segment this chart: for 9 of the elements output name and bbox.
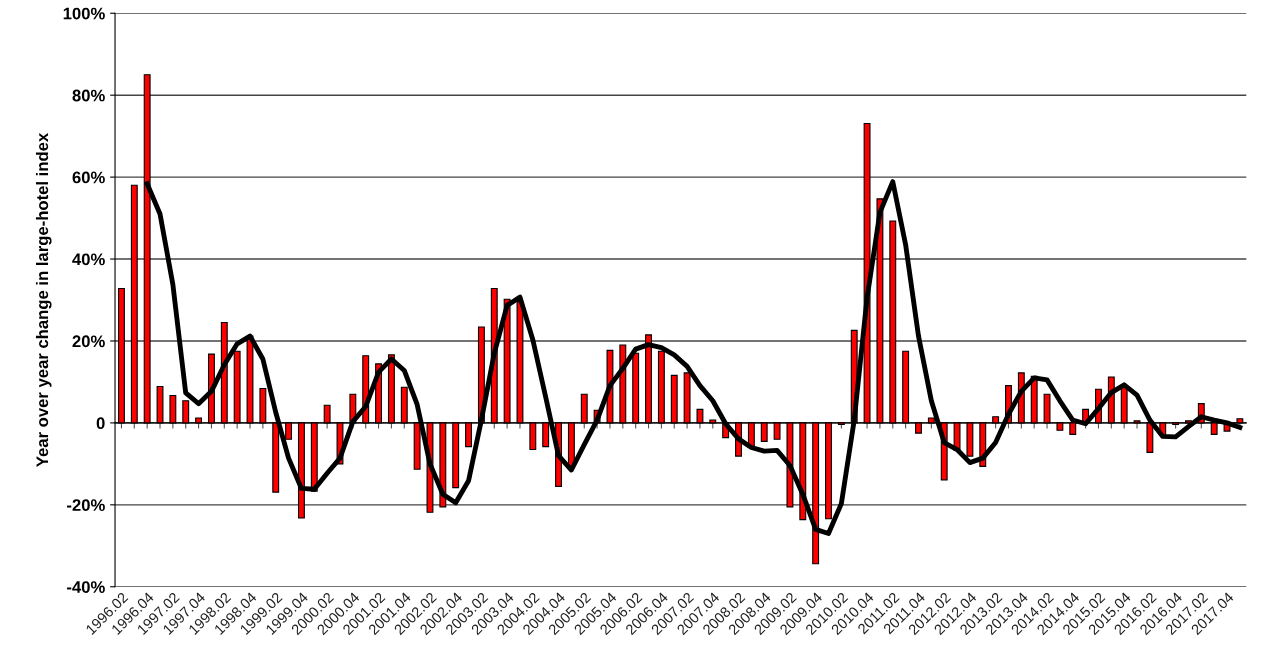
y-tick-label: -20% bbox=[67, 499, 105, 512]
y-tick-label: -40% bbox=[67, 581, 105, 593]
y-tick-label: 80% bbox=[72, 89, 105, 102]
y-tick-label: 20% bbox=[72, 335, 105, 348]
y-tick-label: 0 bbox=[96, 417, 105, 430]
y-axis-title: Year over year change in large-hotel index bbox=[35, 132, 52, 467]
y-tick-label: 40% bbox=[72, 253, 105, 266]
y-tick-label: 100% bbox=[63, 7, 105, 20]
y-tick-label: 60% bbox=[72, 171, 105, 184]
